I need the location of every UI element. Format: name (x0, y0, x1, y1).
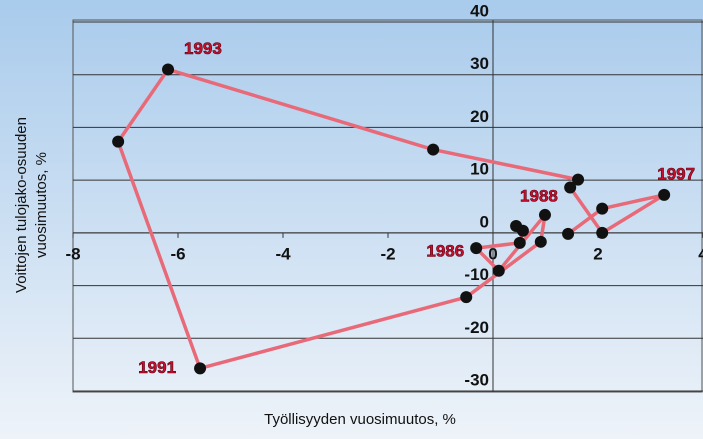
y-tick-label: 10 (470, 160, 489, 179)
data-point (596, 226, 609, 239)
data-point (534, 235, 547, 248)
data-point (596, 202, 609, 215)
point-label: 1986 (426, 242, 464, 261)
x-tick-label: -8 (65, 244, 80, 263)
x-tick-label: -6 (170, 244, 185, 263)
y-tick-label: 40 (470, 1, 489, 20)
x-axis-label: Työllisyyden vuosimuutos, % (264, 411, 456, 428)
data-point (572, 173, 585, 186)
data-point (427, 143, 440, 156)
data-point (513, 236, 526, 249)
series-line (116, 67, 666, 371)
y-tick-label: -30 (464, 370, 489, 389)
data-point (562, 227, 575, 240)
y-tick-label: -20 (464, 318, 489, 337)
data-point (492, 264, 505, 277)
point-label: 1991 (138, 358, 176, 377)
data-point (658, 188, 671, 201)
data-point (460, 291, 473, 304)
x-tick-label: -4 (275, 244, 291, 263)
point-label: 1997 (657, 164, 695, 183)
data-point (194, 362, 207, 375)
data-point (564, 181, 577, 194)
x-tick-label: 2 (593, 244, 602, 263)
y-axis-label: vuosimuutos, % (33, 152, 50, 258)
x-tick-label: 4 (698, 244, 703, 263)
point-label: 1988 (520, 186, 558, 205)
point-label: 1993 (184, 39, 222, 58)
data-point (112, 135, 125, 148)
y-tick-label: -10 (464, 265, 489, 284)
data-point (538, 208, 551, 221)
x-tick-label: -2 (380, 244, 395, 263)
plot-frame (72, 19, 703, 393)
y-tick-label: 0 (480, 212, 489, 231)
data-point (162, 63, 175, 76)
y-axis-label: Voittojen tulojako-osuuden (13, 117, 30, 293)
y-tick-label: 30 (470, 54, 489, 73)
y-tick-label: 20 (470, 107, 489, 126)
data-point (470, 242, 483, 255)
data-point (516, 224, 529, 237)
